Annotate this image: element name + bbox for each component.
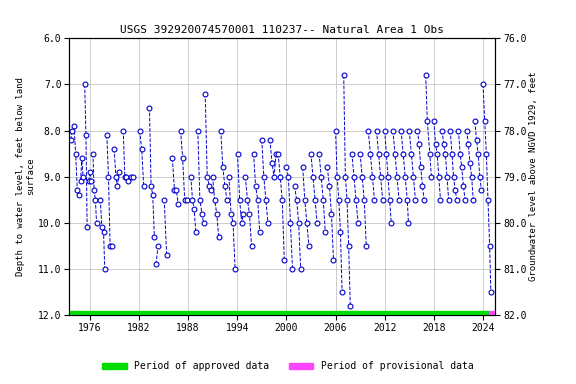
Legend: Period of approved data, Period of provisional data: Period of approved data, Period of provi… bbox=[98, 358, 478, 375]
Y-axis label: Groundwater level above NGVD 1929, feet: Groundwater level above NGVD 1929, feet bbox=[529, 72, 539, 281]
Y-axis label: Depth to water level, feet below land
surface: Depth to water level, feet below land su… bbox=[16, 77, 35, 276]
Title: USGS 392920074570001 110237-- Natural Area 1 Obs: USGS 392920074570001 110237-- Natural Ar… bbox=[120, 25, 444, 35]
